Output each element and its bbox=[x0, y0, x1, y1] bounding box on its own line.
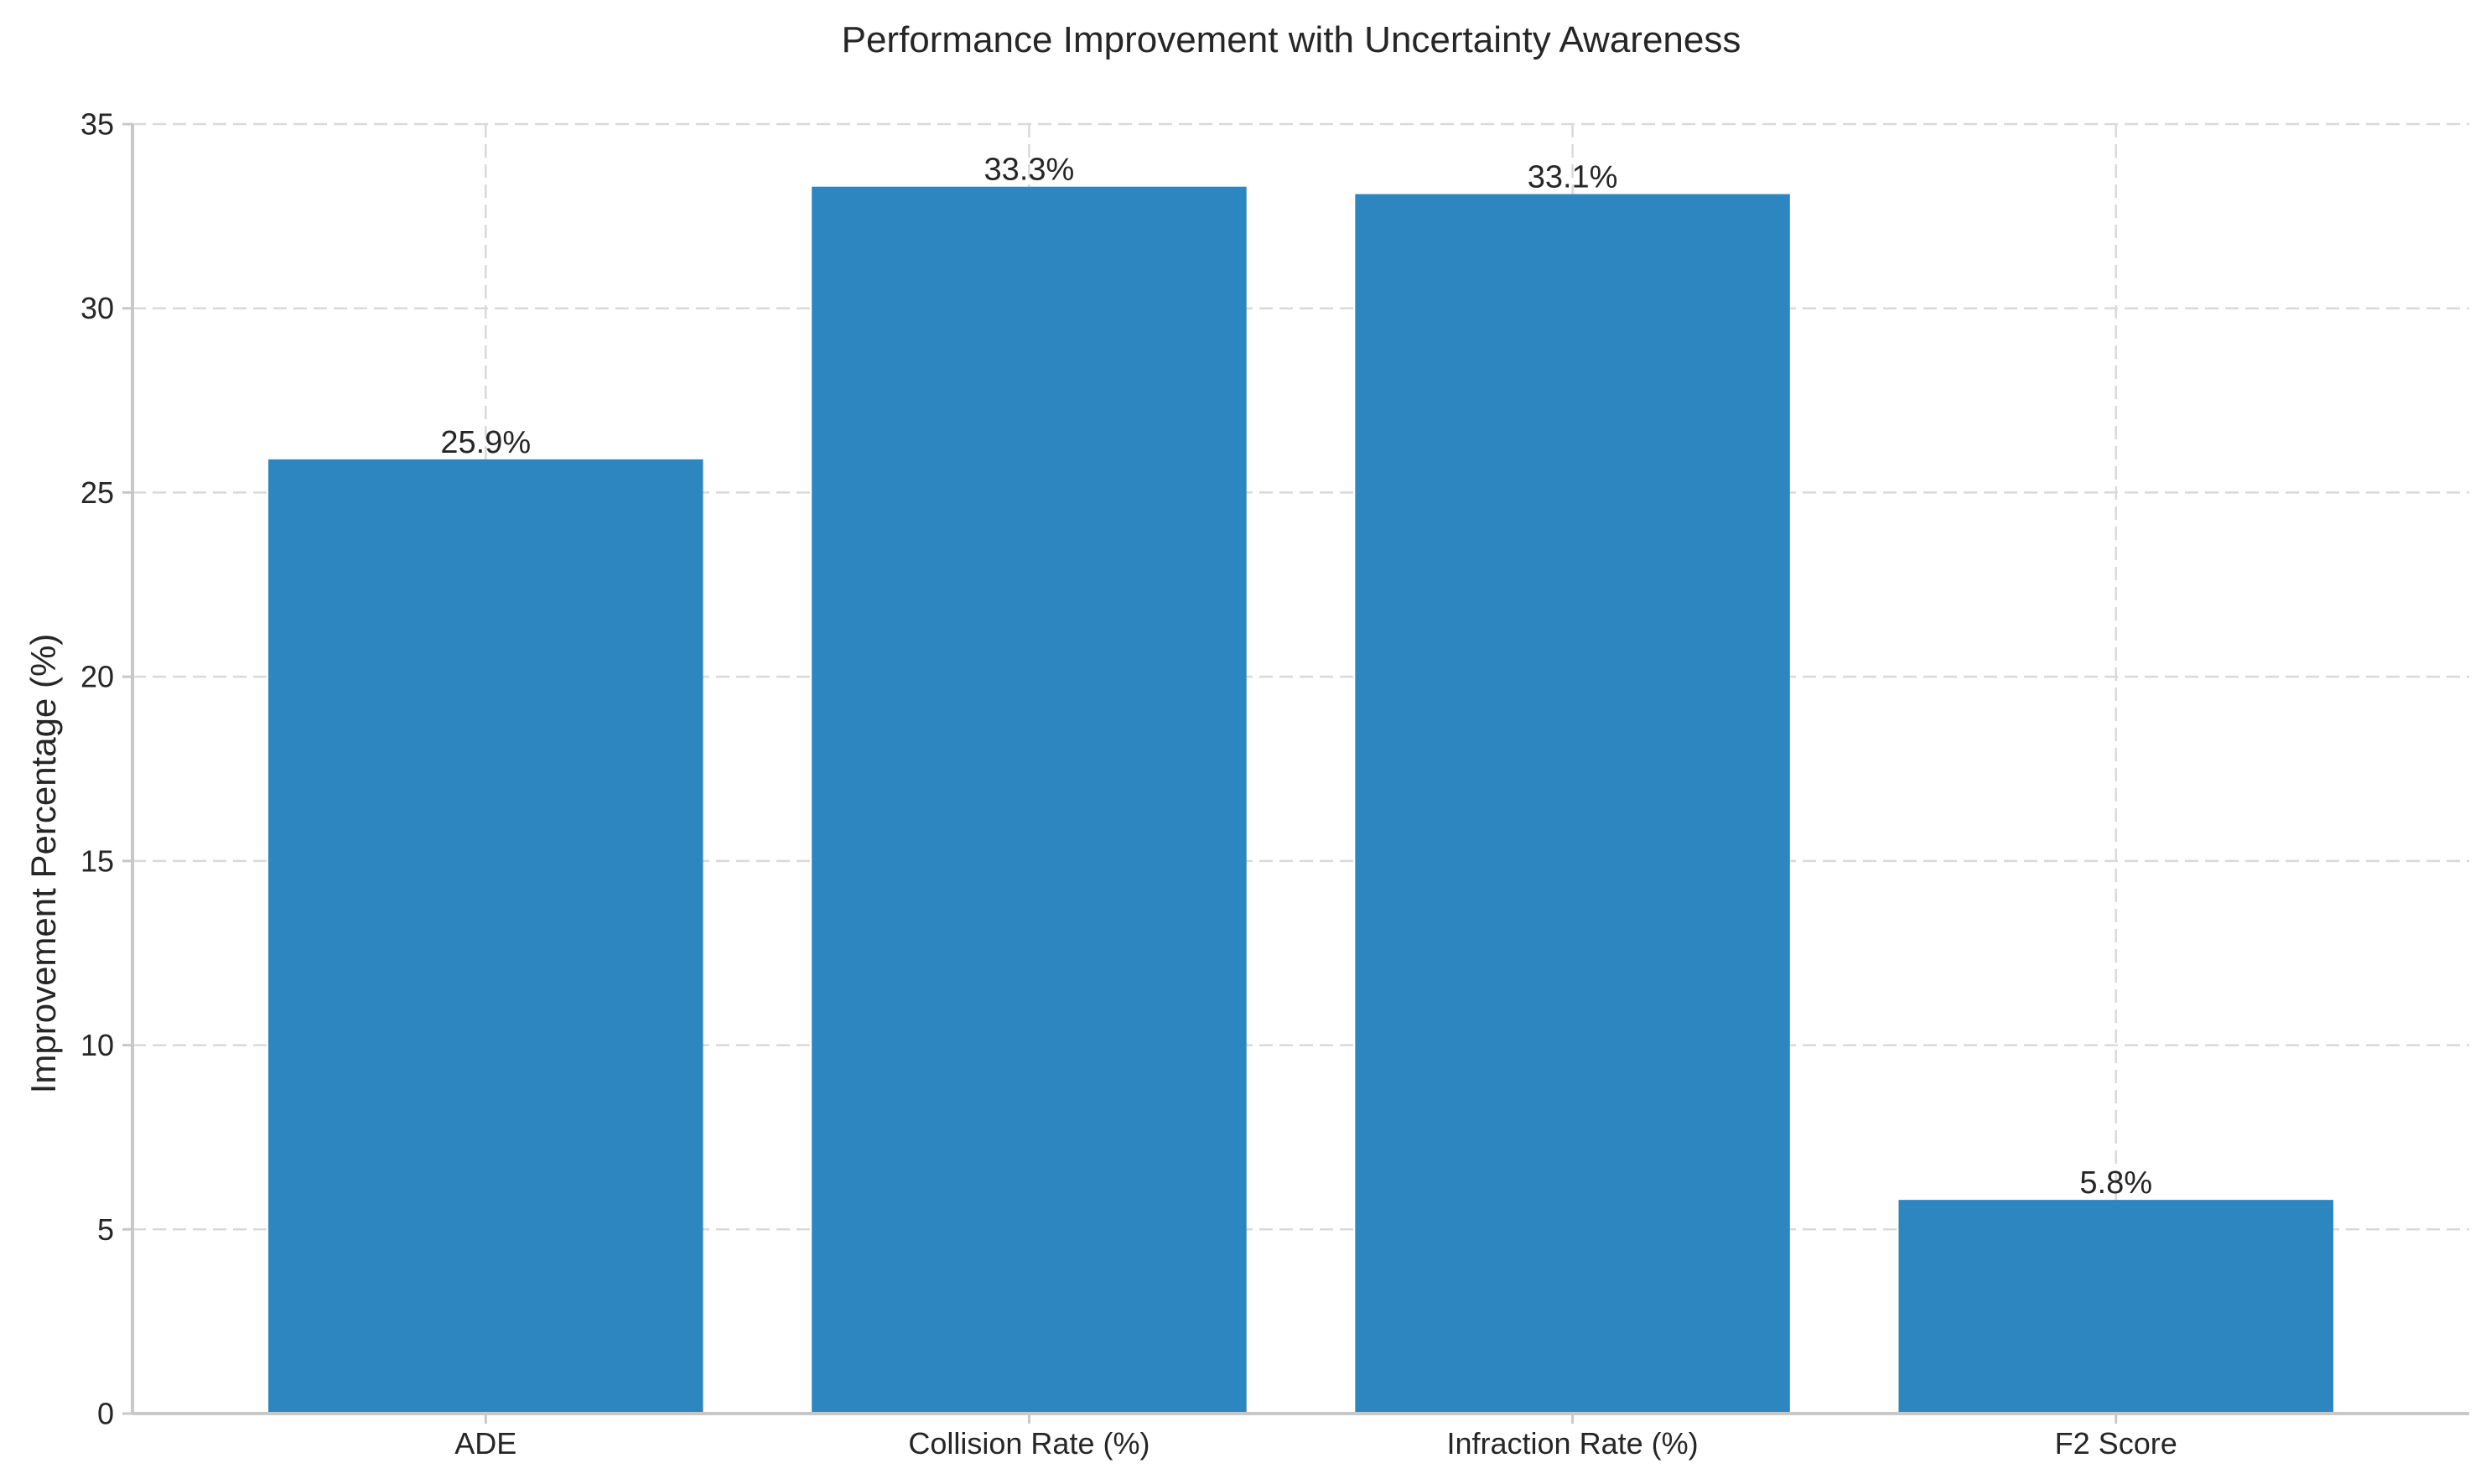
y-tick-label: 25 bbox=[80, 475, 114, 510]
chart-title: Performance Improvement with Uncertainty… bbox=[842, 19, 1741, 60]
bar bbox=[1355, 194, 1790, 1414]
x-tick-label: Infraction Rate (%) bbox=[1447, 1426, 1699, 1461]
y-tick-label: 15 bbox=[80, 843, 114, 878]
axes-layer: 0 5 10 15 20 25 30 35 ADE Collision Rate (%) Infra… bbox=[80, 107, 2469, 1461]
y-tick-label: 5 bbox=[97, 1212, 114, 1247]
bar bbox=[268, 459, 703, 1414]
y-tick-label: 35 bbox=[80, 107, 114, 142]
y-tick-label: 20 bbox=[80, 660, 114, 694]
y-tick-label: 10 bbox=[80, 1028, 114, 1062]
bar bbox=[1898, 1200, 2333, 1414]
bar bbox=[812, 186, 1247, 1414]
data-label: 33.3% bbox=[984, 153, 1075, 188]
bars-layer bbox=[268, 186, 2333, 1414]
x-tick-label: F2 Score bbox=[2055, 1426, 2177, 1461]
y-tick-label: 0 bbox=[97, 1397, 114, 1431]
data-label: 25.9% bbox=[440, 425, 531, 460]
y-tick-label: 30 bbox=[80, 291, 114, 325]
y-axis-label: Improvement Percentage (%) bbox=[23, 634, 63, 1094]
x-tick-label: ADE bbox=[454, 1426, 516, 1461]
data-label: 5.8% bbox=[2079, 1165, 2152, 1201]
data-labels-layer: 25.9% 33.3% 33.1% 5.8% bbox=[440, 153, 2152, 1201]
data-label: 33.1% bbox=[1528, 159, 1618, 195]
x-tick-label: Collision Rate (%) bbox=[908, 1426, 1149, 1461]
